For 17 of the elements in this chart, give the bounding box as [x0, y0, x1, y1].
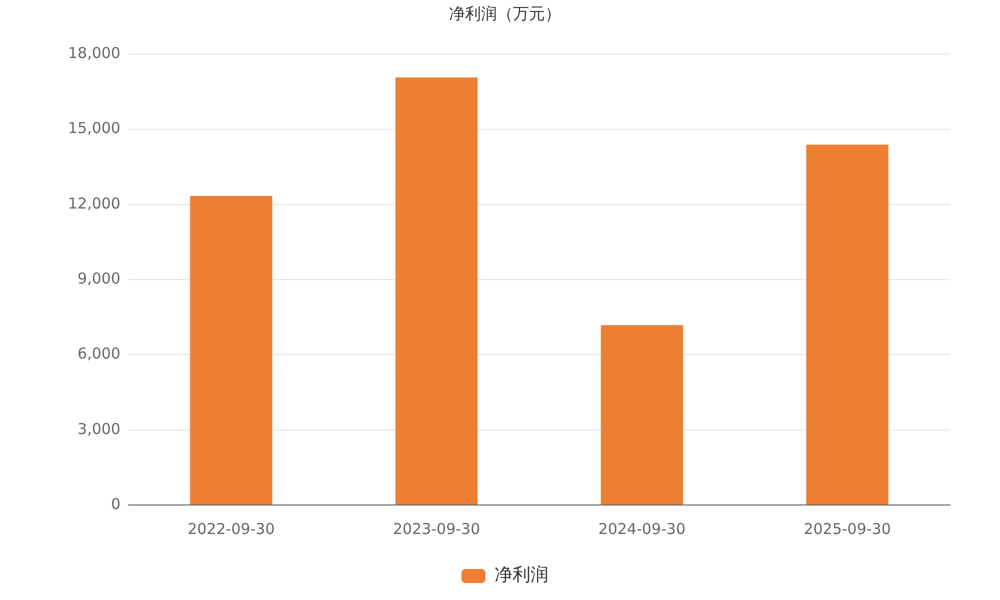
bar: [395, 77, 478, 504]
y-tick-label: 3,000: [78, 420, 120, 438]
y-tick-label: 12,000: [68, 194, 120, 212]
legend-label: 净利润: [494, 564, 548, 586]
bar: [806, 144, 888, 504]
y-tick-label: 15,000: [68, 119, 120, 138]
bar: [600, 325, 684, 504]
y-tick-label: 6,000: [78, 344, 120, 363]
y-tick-label: 0: [110, 494, 120, 513]
y-tick-label: 9,000: [78, 269, 120, 288]
x-tick-label: 2025-09-30: [804, 520, 891, 538]
y-tick-label: 18,000: [68, 44, 120, 62]
bar: [190, 196, 272, 504]
x-tick-label: 2022-09-30: [188, 520, 275, 538]
x-tick-label: 2024-09-30: [598, 520, 686, 538]
chart-title: 净利润（万元）: [449, 4, 561, 23]
x-tick-label: 2023-09-30: [392, 520, 480, 538]
